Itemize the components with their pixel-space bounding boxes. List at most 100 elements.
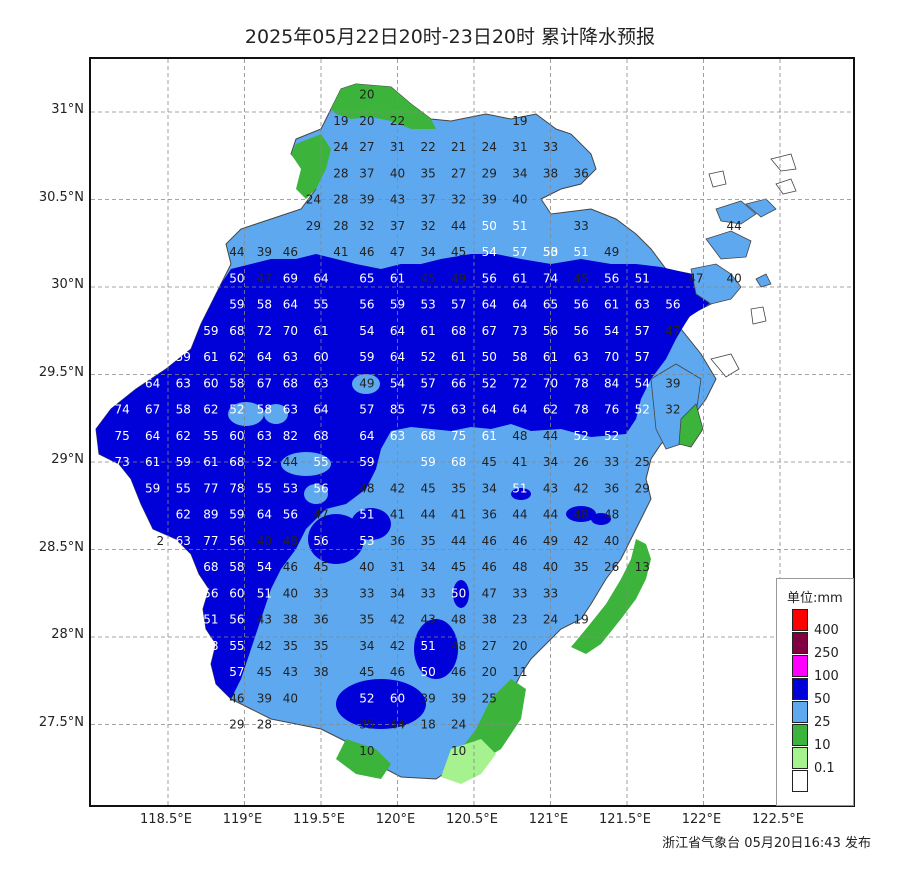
region-25mm-patch	[304, 484, 328, 504]
station-value: 51	[359, 508, 374, 522]
station-value: 45	[359, 665, 374, 679]
station-value: 49	[604, 245, 619, 259]
station-value: 59	[229, 298, 244, 312]
station-value: 42	[390, 481, 405, 495]
station-value: 52	[604, 429, 619, 443]
legend: 单位:mm 400 250 100 50 25 10 0.1	[776, 578, 854, 806]
region-10mm-southwest	[336, 739, 391, 779]
station-value: 55	[203, 429, 218, 443]
station-value: 33	[543, 586, 558, 600]
legend-swatch	[792, 770, 808, 792]
station-value: 47	[257, 271, 272, 285]
station-value: 35	[420, 534, 435, 548]
station-value: 50	[451, 586, 466, 600]
station-value: 59	[229, 508, 244, 522]
station-value: 59	[420, 455, 435, 469]
station-value: 45	[482, 455, 497, 469]
station-value: 47	[482, 586, 497, 600]
station-value: 40	[604, 534, 619, 548]
station-value: 38	[482, 613, 497, 627]
station-value: 20	[512, 639, 527, 653]
station-value: 26	[573, 455, 588, 469]
station-value: 38	[313, 665, 328, 679]
station-value: 63	[283, 403, 298, 417]
station-value: 63	[451, 403, 466, 417]
station-value: 58	[176, 403, 191, 417]
station-value: 35	[451, 481, 466, 495]
station-value: 78	[229, 481, 244, 495]
station-value: 55	[313, 298, 328, 312]
station-value: 18	[420, 718, 435, 732]
station-value: 44	[543, 429, 558, 443]
station-value: 41	[512, 455, 527, 469]
island	[678, 403, 704, 448]
station-value: 57	[359, 403, 374, 417]
station-value: 36	[313, 613, 328, 627]
station-value: 32	[420, 219, 435, 233]
station-value: 11	[512, 665, 527, 679]
lon-tick-label: 119°E	[222, 812, 263, 827]
station-value: 27	[359, 140, 374, 154]
station-value: 77	[203, 481, 218, 495]
station-value: 64	[390, 324, 405, 338]
station-value: 32	[451, 193, 466, 207]
station-value: 57	[229, 665, 244, 679]
station-value: 21	[451, 140, 466, 154]
station-value: 19	[573, 613, 588, 627]
station-value: 73	[114, 455, 129, 469]
legend-label: 50	[814, 692, 831, 707]
station-value: 64	[359, 429, 374, 443]
station-value: 65	[543, 298, 558, 312]
region-50mm	[96, 254, 713, 699]
station-value: 41	[451, 508, 466, 522]
station-value: 63	[176, 376, 191, 390]
station-value: 43	[283, 665, 298, 679]
station-value: 40	[390, 166, 405, 180]
lon-tick-label: 119.5°E	[293, 812, 345, 827]
station-value: 56	[229, 613, 244, 627]
station-value: 59	[145, 481, 160, 495]
station-value: 43	[390, 193, 405, 207]
station-value: 68	[451, 455, 466, 469]
station-value: 24	[543, 613, 558, 627]
station-value: 31	[390, 140, 405, 154]
station-value: 45	[573, 271, 588, 285]
station-value: 50	[543, 245, 558, 259]
station-value: 57	[420, 376, 435, 390]
station-value: 60	[313, 350, 328, 364]
station-value: 36	[482, 508, 497, 522]
lon-tick-label: 121°E	[528, 812, 569, 827]
station-value: 57	[451, 298, 466, 312]
station-value: 78	[573, 376, 588, 390]
station-value: 39	[257, 245, 272, 259]
station-value: 47	[688, 271, 703, 285]
station-value: 33	[359, 586, 374, 600]
station-value: 61	[145, 455, 160, 469]
station-value: 46	[482, 560, 497, 574]
station-value: 57	[635, 324, 650, 338]
station-value: 34	[420, 560, 435, 574]
station-value: 29	[482, 166, 497, 180]
station-value: 50	[482, 219, 497, 233]
station-value: 24	[482, 140, 497, 154]
station-value: 48	[451, 613, 466, 627]
station-value: 44	[726, 219, 741, 233]
station-value: 48	[451, 639, 466, 653]
region-50mm-patch	[511, 488, 531, 500]
station-value: 62	[229, 350, 244, 364]
station-value: 48	[604, 508, 619, 522]
station-value: 24	[306, 193, 321, 207]
station-value: 28	[333, 219, 348, 233]
station-value: 67	[145, 403, 160, 417]
station-value: 60	[390, 691, 405, 705]
station-value: 54	[359, 324, 374, 338]
station-value: 61	[512, 271, 527, 285]
station-value: 45	[451, 245, 466, 259]
station-value: 58	[257, 298, 272, 312]
station-value: 64	[257, 350, 272, 364]
station-value: 61	[390, 271, 405, 285]
station-value: 56	[283, 508, 298, 522]
station-value: 28	[257, 718, 272, 732]
region-50mm-patch	[336, 679, 426, 729]
station-value: 51	[420, 639, 435, 653]
